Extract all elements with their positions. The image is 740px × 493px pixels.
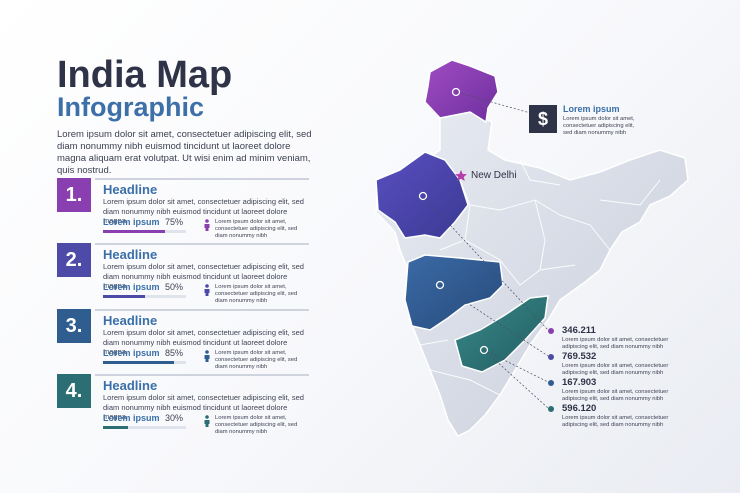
stat-value: 167.903 [562, 377, 597, 388]
item-headline: Headline [103, 378, 158, 393]
stat-text: Lorem ipsum dolor sit amet, consectetuer… [562, 337, 669, 350]
divider [95, 243, 309, 245]
page-subtitle: Infographic [57, 92, 204, 122]
progress-bar [103, 361, 186, 364]
divider [95, 374, 309, 376]
region-west [375, 151, 469, 239]
stat-dot [548, 380, 554, 386]
intro-text: Lorem ipsum dolor sit amet, consectetuer… [57, 129, 312, 176]
stat-text: Lorem ipsum dolor sit amet, consectetuer… [562, 389, 669, 402]
info-item: 1. Headline Lorem ipsum dolor sit amet, … [57, 178, 309, 239]
marker-west [418, 191, 428, 201]
item-small-text: Lorem ipsum dolor sit amet, consectetuer… [215, 219, 298, 239]
item-number: 1. [57, 178, 91, 212]
stat-dot [548, 354, 554, 360]
item-label: Lorem ipsum [103, 413, 160, 423]
stat-dot [548, 406, 554, 412]
region-north [424, 59, 499, 124]
marker-north [451, 87, 461, 97]
marker-central [435, 280, 445, 290]
progress-fill [103, 361, 174, 364]
progress-fill [103, 426, 128, 429]
item-small-text: Lorem ipsum dolor sit amet, consectetuer… [215, 415, 298, 435]
item-percent: 75% [165, 217, 184, 227]
item-percent: 50% [165, 282, 184, 292]
progress-bar [103, 295, 186, 298]
stat-value: 769.532 [562, 351, 597, 362]
person-icon [204, 219, 210, 231]
stat-text: Lorem ipsum dolor sit amet, consectetuer… [562, 415, 669, 428]
person-icon [204, 284, 210, 296]
divider [95, 309, 309, 311]
stat-value: 596.120 [562, 403, 597, 414]
region-south [454, 295, 549, 373]
person-icon [204, 415, 210, 427]
item-number: 4. [57, 374, 91, 408]
progress-bar [103, 426, 186, 429]
item-label: Lorem ipsum [103, 217, 160, 227]
item-text: Lorem ipsum dolor sit amet, consectetuer… [103, 393, 304, 421]
stat-text: Lorem ipsum dolor sit amet, consectetuer… [562, 363, 669, 376]
item-text: Lorem ipsum dolor sit amet, consectetuer… [103, 197, 304, 225]
capital-star-icon [455, 170, 467, 181]
item-number: 2. [57, 243, 91, 277]
person-icon [204, 350, 210, 362]
info-item: 2. Headline Lorem ipsum dolor sit amet, … [57, 243, 309, 304]
item-percent: 30% [165, 413, 184, 423]
item-label: Lorem ipsum [103, 348, 160, 358]
item-text: Lorem ipsum dolor sit amet, consectetuer… [103, 262, 304, 290]
info-item: 4. Headline Lorem ipsum dolor sit amet, … [57, 374, 309, 435]
stat-value: 346.211 [562, 325, 596, 336]
item-headline: Headline [103, 247, 158, 262]
item-percent: 85% [165, 348, 184, 358]
dollar-icon: $ [529, 105, 557, 133]
item-text: Lorem ipsum dolor sit amet, consectetuer… [103, 328, 304, 356]
progress-bar [103, 230, 186, 233]
stat-dot [548, 328, 554, 334]
page-title: India Map [57, 54, 233, 96]
item-small-text: Lorem ipsum dolor sit amet, consectetuer… [215, 284, 298, 304]
legend-title: Lorem ipsum [563, 104, 620, 114]
item-headline: Headline [103, 313, 158, 328]
region-central [404, 254, 504, 331]
item-number: 3. [57, 309, 91, 343]
legend-text: Lorem ipsum dolor sit amet, consectetuer… [563, 116, 635, 136]
progress-fill [103, 295, 145, 298]
info-item: 3. Headline Lorem ipsum dolor sit amet, … [57, 309, 309, 370]
progress-fill [103, 230, 166, 233]
capital-label: New Delhi [471, 170, 517, 181]
divider [95, 178, 309, 180]
item-headline: Headline [103, 182, 158, 197]
item-label: Lorem ipsum [103, 282, 160, 292]
item-small-text: Lorem ipsum dolor sit amet, consectetuer… [215, 350, 298, 370]
marker-south [479, 345, 489, 355]
